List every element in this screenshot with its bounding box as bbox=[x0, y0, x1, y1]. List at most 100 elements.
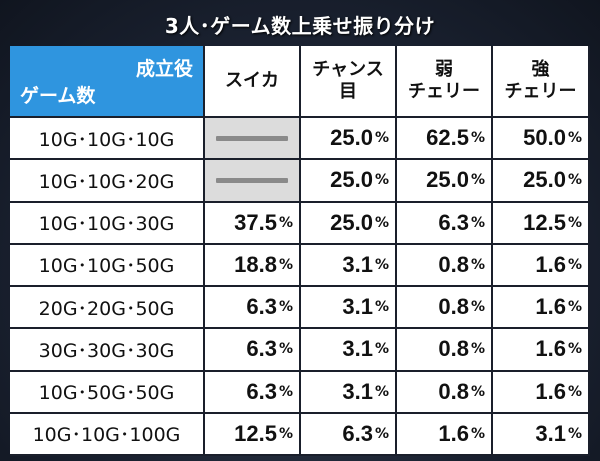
percent-value: 6.3 bbox=[342, 420, 373, 446]
value-cell-suika: 6.3% bbox=[205, 371, 301, 414]
value-cell-suika: 12.5% bbox=[205, 413, 301, 456]
percent-sign: % bbox=[278, 383, 293, 400]
percent-sign: % bbox=[278, 299, 293, 316]
percent-sign: % bbox=[470, 256, 485, 273]
percent-sign: % bbox=[567, 299, 582, 316]
percent-sign: % bbox=[278, 341, 293, 358]
column-header-chance: チャンス 目 bbox=[301, 46, 397, 118]
percent-value: 50.0 bbox=[523, 125, 566, 151]
corner-label-games: ゲーム数 bbox=[20, 85, 96, 107]
value-cell-weak-cherry: 0.8% bbox=[397, 329, 493, 372]
value-cell-strong-cherry: 1.6% bbox=[493, 329, 590, 372]
value-cell-suika: 37.5% bbox=[205, 202, 301, 245]
percent-sign: % bbox=[278, 425, 293, 442]
corner-header: 成立役 ゲーム数 bbox=[10, 46, 205, 118]
value-cell-strong-cherry: 25.0% bbox=[493, 160, 590, 203]
percent-sign: % bbox=[470, 341, 485, 358]
column-header-suika: スイカ bbox=[205, 46, 301, 118]
value-cell-suika: 18.8% bbox=[205, 244, 301, 287]
value-cell-strong-cherry: 50.0% bbox=[493, 118, 590, 161]
distribution-table: 成立役 ゲーム数 スイカ チャンス 目 弱 チェリー 強 チェリー 10G･10… bbox=[10, 46, 590, 456]
percent-value: 3.1 bbox=[535, 420, 566, 446]
percent-sign: % bbox=[470, 172, 485, 189]
percent-sign: % bbox=[374, 383, 389, 400]
value-cell-chance: 25.0% bbox=[301, 202, 397, 245]
percent-sign: % bbox=[567, 130, 582, 147]
row-label: 10G･10G･100G bbox=[10, 413, 205, 456]
value-cell-weak-cherry: 0.8% bbox=[397, 244, 493, 287]
percent-value: 25.0 bbox=[330, 125, 373, 151]
column-header-line1: チャンス bbox=[312, 58, 384, 80]
percent-sign: % bbox=[567, 256, 582, 273]
value-cell-strong-cherry: 12.5% bbox=[493, 202, 590, 245]
percent-value: 6.3 bbox=[246, 378, 277, 404]
percent-value: 25.0 bbox=[523, 167, 566, 193]
percent-sign: % bbox=[278, 256, 293, 273]
percent-value: 3.1 bbox=[342, 294, 373, 320]
value-cell-strong-cherry: 1.6% bbox=[493, 244, 590, 287]
row-label: 10G･10G･50G bbox=[10, 244, 205, 287]
row-label: 10G･10G･10G bbox=[10, 118, 205, 161]
percent-sign: % bbox=[374, 214, 389, 231]
percent-sign: % bbox=[470, 214, 485, 231]
percent-sign: % bbox=[374, 341, 389, 358]
row-label: 10G･10G･20G bbox=[10, 160, 205, 203]
value-cell-chance: 3.1% bbox=[301, 371, 397, 414]
value-cell-chance: 25.0% bbox=[301, 118, 397, 161]
value-cell-weak-cherry: 0.8% bbox=[397, 287, 493, 330]
percent-sign: % bbox=[470, 299, 485, 316]
value-cell-strong-cherry: 1.6% bbox=[493, 287, 590, 330]
value-cell-weak-cherry: 1.6% bbox=[397, 413, 493, 456]
value-cell-weak-cherry: 62.5% bbox=[397, 118, 493, 161]
percent-value: 3.1 bbox=[342, 378, 373, 404]
percent-value: 1.6 bbox=[535, 294, 566, 320]
percent-value: 1.6 bbox=[535, 336, 566, 362]
percent-sign: % bbox=[567, 341, 582, 358]
percent-value: 1.6 bbox=[535, 378, 566, 404]
percent-value: 6.3 bbox=[438, 209, 469, 235]
percent-value: 12.5 bbox=[234, 420, 277, 446]
percent-value: 0.8 bbox=[438, 251, 469, 277]
row-label: 30G･30G･30G bbox=[10, 329, 205, 372]
percent-sign: % bbox=[567, 214, 582, 231]
value-cell-weak-cherry: 0.8% bbox=[397, 371, 493, 414]
percent-sign: % bbox=[567, 425, 582, 442]
dash-mark bbox=[216, 135, 288, 141]
percent-sign: % bbox=[374, 172, 389, 189]
not-applicable-cell bbox=[205, 118, 301, 161]
value-cell-suika: 6.3% bbox=[205, 329, 301, 372]
percent-sign: % bbox=[278, 214, 293, 231]
not-applicable-cell bbox=[205, 160, 301, 203]
percent-value: 6.3 bbox=[246, 336, 277, 362]
corner-label-role: 成立役 bbox=[135, 58, 193, 80]
percent-sign: % bbox=[470, 130, 485, 147]
percent-value: 1.6 bbox=[535, 251, 566, 277]
percent-sign: % bbox=[567, 172, 582, 189]
value-cell-chance: 25.0% bbox=[301, 160, 397, 203]
row-label: 10G･10G･30G bbox=[10, 202, 205, 245]
percent-value: 3.1 bbox=[342, 336, 373, 362]
value-cell-chance: 3.1% bbox=[301, 287, 397, 330]
column-header-line1: スイカ bbox=[225, 69, 279, 91]
value-cell-chance: 3.1% bbox=[301, 244, 397, 287]
percent-value: 0.8 bbox=[438, 294, 469, 320]
dash-mark bbox=[216, 177, 288, 183]
value-cell-chance: 3.1% bbox=[301, 329, 397, 372]
value-cell-weak-cherry: 6.3% bbox=[397, 202, 493, 245]
percent-value: 0.8 bbox=[438, 378, 469, 404]
column-header-weak-cherry: 弱 チェリー bbox=[397, 46, 493, 118]
percent-value: 3.1 bbox=[342, 251, 373, 277]
percent-sign: % bbox=[374, 425, 389, 442]
row-label: 10G･50G･50G bbox=[10, 371, 205, 414]
percent-sign: % bbox=[567, 383, 582, 400]
percent-sign: % bbox=[470, 425, 485, 442]
percent-value: 25.0 bbox=[330, 209, 373, 235]
column-header-line2: チェリー bbox=[504, 81, 577, 102]
value-cell-weak-cherry: 25.0% bbox=[397, 160, 493, 203]
value-cell-suika: 6.3% bbox=[205, 287, 301, 330]
value-cell-strong-cherry: 3.1% bbox=[493, 413, 590, 456]
percent-value: 12.5 bbox=[523, 209, 566, 235]
percent-value: 37.5 bbox=[234, 209, 277, 235]
percent-value: 6.3 bbox=[246, 294, 277, 320]
